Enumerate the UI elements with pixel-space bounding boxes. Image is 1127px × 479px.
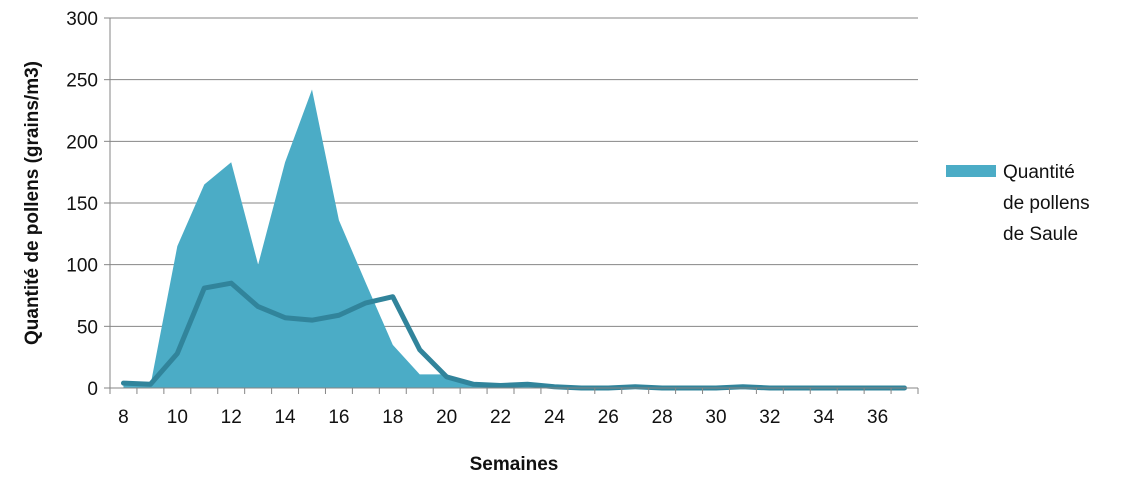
- legend-label-line: de pollens: [1003, 193, 1090, 214]
- x-tick-label: 32: [759, 407, 780, 428]
- x-tick-label: 34: [813, 407, 835, 428]
- plot-series: [120, 89, 908, 391]
- x-tick-labels: 8 10 12 14 16 18 20 22 24 26 28 30 32 34 36: [109, 388, 919, 428]
- y-tick-label: 0: [87, 379, 98, 400]
- x-tick-label: 28: [652, 407, 673, 428]
- x-tick-label: 36: [867, 407, 888, 428]
- x-axis-title: Semaines: [470, 454, 559, 475]
- x-tick-label: 18: [382, 407, 403, 428]
- y-tick-label: 100: [66, 256, 98, 277]
- x-tick-label: 10: [167, 407, 188, 428]
- x-tick-label: 22: [490, 407, 511, 428]
- x-tick-label: 16: [328, 407, 349, 428]
- x-tick-label: 26: [598, 407, 619, 428]
- y-tick-label: 50: [77, 317, 98, 338]
- x-tick-label: 20: [436, 407, 457, 428]
- y-tick-label: 200: [66, 132, 98, 153]
- y-tick-label: 300: [66, 9, 98, 30]
- x-tick-label: 30: [705, 407, 726, 428]
- y-axis-title: Quantité de pollens (grains/m3): [22, 61, 43, 345]
- x-tick-label: 8: [118, 407, 129, 428]
- legend-label: Quantité de pollens de Saule: [1003, 162, 1090, 245]
- y-tick-label: 250: [66, 71, 98, 92]
- legend-label-line: de Saule: [1003, 224, 1078, 245]
- legend-swatch: [946, 165, 996, 177]
- x-tick-label: 12: [221, 407, 242, 428]
- y-tick-labels: 0 50 100 150 200 250 300: [66, 9, 110, 400]
- x-tick-label: 24: [544, 407, 566, 428]
- area-series-saule: [123, 89, 905, 388]
- x-tick-label: 14: [274, 407, 296, 428]
- legend-label-line: Quantité: [1003, 162, 1075, 183]
- legend: Quantité de pollens de Saule: [946, 162, 1090, 245]
- y-tick-label: 150: [66, 194, 98, 215]
